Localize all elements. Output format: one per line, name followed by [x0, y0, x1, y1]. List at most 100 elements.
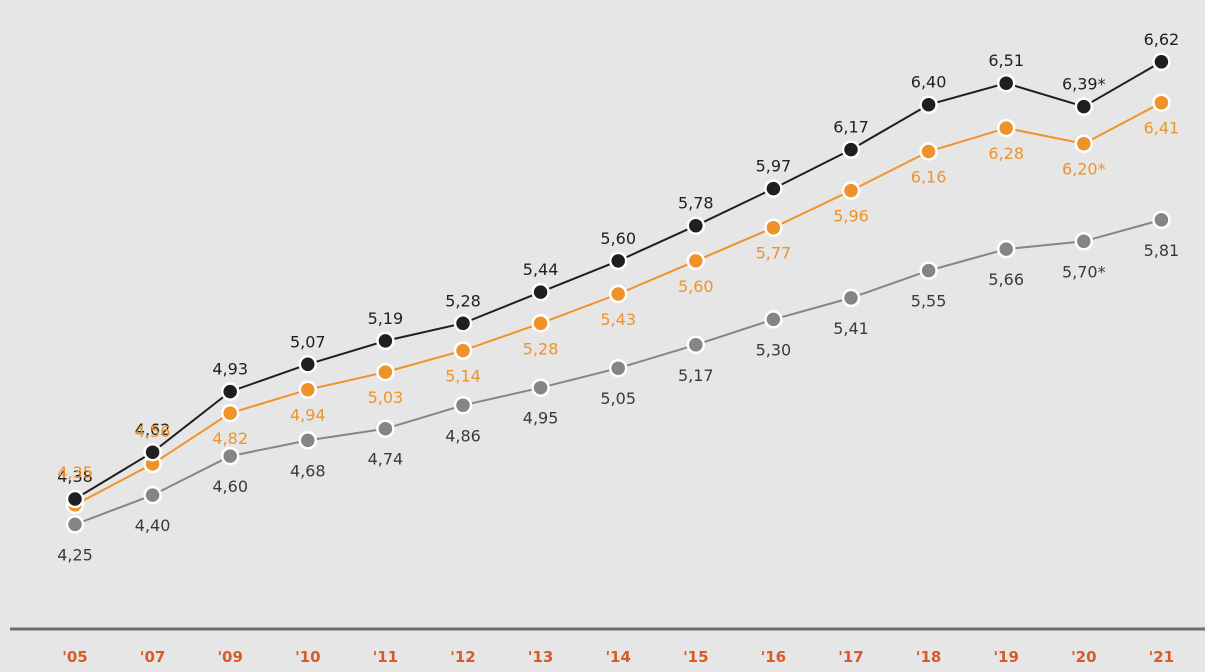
series-2-data-label: 6,28	[988, 144, 1024, 163]
series-1-point	[919, 95, 938, 114]
series-3-point	[1152, 210, 1171, 230]
series-3-point	[220, 446, 240, 466]
series-3-point	[298, 431, 318, 450]
series-points	[65, 52, 1171, 534]
series-1-data-label: 6,62	[1144, 30, 1180, 49]
series-1-point	[1074, 97, 1094, 116]
series-2-data-label: 6,16	[911, 168, 947, 187]
series-2-point	[220, 403, 240, 423]
series-3-point	[1074, 232, 1094, 251]
series-3-point	[996, 239, 1016, 259]
x-tick-label: '09	[217, 648, 242, 666]
series-2-data-label: 6,41	[1144, 119, 1180, 138]
series-1-point	[143, 442, 162, 462]
series-3-data-label: 4,60	[212, 477, 248, 496]
data-labels: 4,38 4,62 4,93 5,07 5,19 5,28 5,44 5,60 5,78 5,97…	[57, 30, 1179, 565]
series-2-point	[298, 380, 318, 399]
series-2-data-label: 5,96	[833, 207, 869, 226]
series-3-data-label: 4,74	[368, 450, 404, 469]
series-2-point	[686, 251, 706, 271]
series-1-point	[220, 382, 240, 401]
series-3-point	[841, 288, 861, 308]
series-2-data-label: 4,94	[290, 406, 326, 425]
series-3-point	[686, 335, 706, 355]
series-3-point	[143, 485, 162, 505]
series-1-point	[764, 179, 783, 198]
series-2-data-label: 6,20*	[1062, 160, 1106, 179]
series-3-data-label: 5,41	[833, 319, 869, 338]
series-3-data-label: 4,86	[445, 426, 481, 445]
series-2-data-label: 5,77	[756, 244, 792, 263]
series-1-data-label: 5,44	[523, 260, 559, 279]
x-tick-labels: '05 '07 '09 '10 '11 '12 '13 '14 '15 '16 '17 '18 '19 '…	[62, 648, 1174, 666]
series-3-data-label: 5,70*	[1062, 262, 1106, 281]
series-1-point	[298, 355, 318, 374]
series-1-data-label: 6,40	[911, 73, 947, 92]
series-2-point	[531, 314, 550, 333]
series-1-data-label: 5,97	[756, 157, 792, 176]
series-3-point	[764, 310, 783, 329]
series-3-data-label: 4,40	[135, 516, 171, 535]
series-2-data-label: 4,82	[212, 429, 248, 448]
series-3-point	[919, 261, 938, 280]
x-tick-label: '20	[1071, 648, 1096, 666]
series-1-data-label: 5,60	[600, 229, 636, 248]
x-tick-label: '13	[528, 648, 553, 666]
series-3-data-label: 5,05	[600, 389, 636, 408]
series-2-point	[1074, 134, 1094, 153]
series-3-point	[453, 396, 473, 415]
series-2-point	[919, 142, 938, 161]
x-tick-label: '11	[373, 648, 398, 666]
series-2-data-label: 5,28	[523, 339, 559, 358]
series-2-data-label: 5,60	[678, 277, 714, 296]
series-2-point	[453, 341, 473, 360]
x-tick-label: '14	[605, 648, 630, 666]
series-3-point	[608, 358, 628, 378]
x-tick-label: '07	[140, 648, 165, 666]
series-1-data-label: 4,93	[212, 360, 248, 379]
x-tick-label: '05	[62, 648, 87, 666]
series-2-point	[1152, 93, 1171, 112]
x-tick-label: '16	[761, 648, 786, 666]
x-tick-label: '21	[1149, 648, 1174, 666]
x-tick-label: '12	[450, 648, 475, 666]
series-1-point	[531, 282, 550, 302]
series-1-point	[686, 216, 706, 235]
series-2-data-label: 5,43	[600, 310, 636, 329]
series-1-point	[453, 314, 473, 333]
series-3-point	[531, 378, 550, 397]
series-1-point	[841, 140, 861, 159]
series-1-point	[376, 331, 395, 351]
x-tick-label: '18	[916, 648, 941, 666]
x-tick-label: '19	[993, 648, 1018, 666]
series-1-data-label: 5,78	[678, 194, 714, 213]
series-3-data-label: 5,30	[756, 340, 792, 359]
series-2-data-label: 4,35	[57, 463, 93, 482]
series-1-data-label: 6,17	[833, 118, 869, 137]
series-1-data-label: 5,28	[445, 291, 481, 310]
series-3-data-label: 5,17	[678, 366, 714, 385]
series-3-point	[376, 419, 395, 438]
series-2-point	[841, 181, 861, 200]
series-1-data-label: 4,62	[135, 420, 171, 439]
x-tick-label: '10	[295, 648, 320, 666]
series-2-data-label: 5,03	[368, 388, 404, 407]
series-1-data-label: 4,38	[57, 467, 93, 486]
series-3-data-label: 5,66	[988, 270, 1024, 289]
series-2-point	[376, 362, 395, 382]
series-1-data-label: 6,51	[988, 51, 1024, 70]
series-1-data-label: 6,39*	[1062, 75, 1106, 94]
series-3-data-label: 4,95	[523, 409, 559, 428]
series-2-point	[764, 218, 783, 237]
series-3-data-label: 5,81	[1144, 241, 1180, 260]
x-tick-label: '17	[838, 648, 863, 666]
series-3-data-label: 4,25	[57, 545, 93, 564]
series-1-point	[996, 73, 1016, 93]
x-tick-label: '15	[683, 648, 708, 666]
series-3-data-label: 4,68	[290, 461, 326, 480]
series-1-point	[1152, 52, 1171, 72]
series-3-data-label: 5,55	[911, 292, 947, 311]
series-2-point	[996, 118, 1016, 138]
series-2-data-label: 5,14	[445, 367, 481, 386]
